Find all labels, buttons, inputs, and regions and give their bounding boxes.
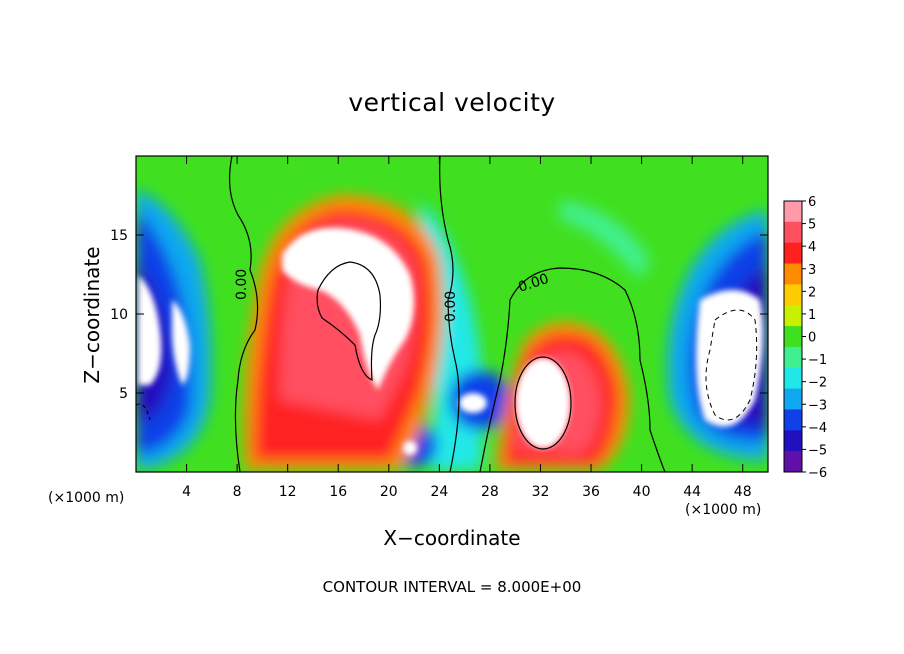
- colorbar-swatch: [784, 451, 802, 473]
- x-tick-label: 8: [233, 484, 242, 500]
- colorbar-tick-label: −6: [808, 466, 827, 481]
- colorbar-tick-label: −4: [808, 421, 827, 436]
- y-tick-label: 10: [110, 307, 128, 323]
- y-tick-label: 5: [119, 386, 128, 402]
- contour-interval-note: CONTOUR INTERVAL = 8.000E+00: [322, 578, 582, 596]
- colorbar-swatch: [784, 242, 802, 265]
- colorbar-tick-label: −3: [808, 398, 827, 413]
- heatmap-field: 0.00 0.00 0.00: [136, 156, 768, 472]
- colorbar-swatch: [784, 326, 802, 348]
- colorbar: 6 5 4 3 2 1 0 −1 −2 −3 −4 −5 −6: [783, 195, 827, 481]
- y-tick-label: 15: [110, 228, 128, 244]
- chart-title: vertical velocity: [348, 88, 556, 117]
- x-tick-label: 4: [182, 484, 191, 500]
- colorbar-tick-label: 6: [808, 195, 816, 210]
- x-axis-ticks: 4 8 12 16 20 24 28 32 36 40 44 48: [182, 156, 752, 500]
- colorbar-swatch: [784, 201, 802, 223]
- colorbar-swatch: [784, 430, 802, 452]
- zero-contours: [228, 156, 666, 472]
- colorbar-tick-label: 3: [808, 263, 816, 278]
- colorbar-swatch: [784, 305, 802, 327]
- colorbar-swatch: [784, 263, 802, 285]
- colorbar-swatch: [784, 409, 802, 431]
- colorbar-tick-label: −1: [808, 353, 827, 368]
- contour-label-1: 0.00: [234, 269, 250, 300]
- colorbar-tick-label: 0: [808, 331, 816, 346]
- x-tick-label: 20: [380, 484, 398, 500]
- x-unit-label-left: (×1000 m): [48, 490, 125, 506]
- colorbar-tick-label: −5: [808, 443, 827, 458]
- colorbar-tick-label: −2: [808, 376, 827, 391]
- x-tick-label: 48: [734, 484, 752, 500]
- x-tick-label: 28: [481, 484, 499, 500]
- x-unit-label-right: (×1000 m): [685, 502, 762, 518]
- colorbar-swatch: [784, 367, 802, 390]
- x-tick-label: 24: [430, 484, 448, 500]
- x-tick-label: 44: [683, 484, 701, 500]
- colorbar-tick-label: 1: [808, 308, 816, 323]
- x-tick-label: 40: [633, 484, 651, 500]
- x-tick-label: 36: [582, 484, 600, 500]
- x-axis-label: X−coordinate: [383, 526, 521, 550]
- colorbar-tick-label: 2: [808, 285, 816, 300]
- colorbar-tick-label: 4: [808, 240, 816, 255]
- colorbar-swatch: [784, 388, 802, 410]
- x-tick-label: 16: [329, 484, 347, 500]
- y-axis-ticks: 5 10 15: [110, 228, 768, 402]
- colorbar-swatch: [784, 284, 802, 306]
- colorbar-swatch: [784, 221, 802, 244]
- colorbar-swatch: [784, 346, 802, 369]
- colorbar-tick-label: 5: [808, 218, 816, 233]
- x-tick-label: 32: [532, 484, 550, 500]
- x-tick-label: 12: [279, 484, 297, 500]
- contour-label-2: 0.00: [443, 291, 459, 322]
